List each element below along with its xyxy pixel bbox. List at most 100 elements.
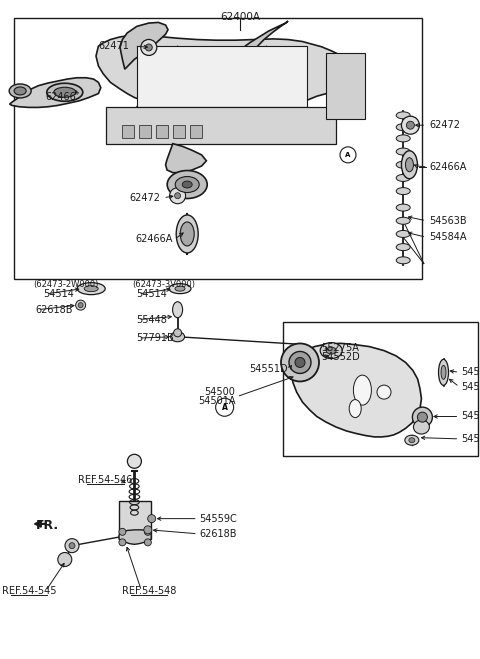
Ellipse shape xyxy=(377,385,391,399)
Text: 54501A: 54501A xyxy=(198,396,235,407)
Text: REF.54-548: REF.54-548 xyxy=(121,586,176,596)
Bar xyxy=(156,125,168,138)
Ellipse shape xyxy=(412,407,432,427)
Text: 54552D: 54552D xyxy=(322,352,360,362)
Ellipse shape xyxy=(77,283,105,295)
Text: 55448: 55448 xyxy=(136,314,167,325)
Circle shape xyxy=(119,529,126,535)
Ellipse shape xyxy=(9,84,31,98)
Text: FR.: FR. xyxy=(36,519,59,532)
Ellipse shape xyxy=(401,151,418,179)
Circle shape xyxy=(144,539,151,546)
Text: 54530C: 54530C xyxy=(461,411,480,422)
Ellipse shape xyxy=(413,420,430,434)
Ellipse shape xyxy=(409,438,415,443)
Bar xyxy=(283,322,478,456)
Text: 54559C: 54559C xyxy=(199,513,237,524)
Ellipse shape xyxy=(396,124,410,130)
Ellipse shape xyxy=(289,351,311,374)
Text: 62472: 62472 xyxy=(430,120,461,130)
Circle shape xyxy=(216,398,234,416)
Text: 54553A: 54553A xyxy=(461,367,480,378)
Polygon shape xyxy=(120,22,168,69)
Text: 54563B: 54563B xyxy=(430,215,467,226)
Text: REF.54-545: REF.54-545 xyxy=(1,586,56,596)
Ellipse shape xyxy=(76,300,85,310)
Ellipse shape xyxy=(401,116,420,134)
Text: 54551D: 54551D xyxy=(250,364,288,374)
Text: A: A xyxy=(345,152,351,158)
Text: 55275A: 55275A xyxy=(322,343,360,353)
Ellipse shape xyxy=(169,283,191,294)
Ellipse shape xyxy=(326,347,336,354)
Polygon shape xyxy=(96,35,358,108)
Ellipse shape xyxy=(175,286,185,291)
Text: 62472: 62472 xyxy=(130,192,161,203)
Ellipse shape xyxy=(396,161,410,168)
Ellipse shape xyxy=(349,399,361,418)
Ellipse shape xyxy=(441,365,446,380)
Text: 57791B: 57791B xyxy=(136,333,174,343)
Ellipse shape xyxy=(396,135,410,142)
Text: 62618B: 62618B xyxy=(199,529,237,539)
Text: 54514: 54514 xyxy=(43,289,74,299)
Ellipse shape xyxy=(295,357,305,368)
Ellipse shape xyxy=(396,217,410,224)
Ellipse shape xyxy=(396,257,410,264)
Bar xyxy=(106,107,336,144)
Ellipse shape xyxy=(174,329,181,337)
Circle shape xyxy=(144,529,151,535)
Circle shape xyxy=(65,538,79,553)
Ellipse shape xyxy=(176,215,198,253)
Bar xyxy=(122,125,134,138)
Ellipse shape xyxy=(180,222,194,246)
Text: 62400A: 62400A xyxy=(220,12,260,22)
Text: 54519B: 54519B xyxy=(461,382,480,392)
Circle shape xyxy=(119,539,126,546)
Circle shape xyxy=(340,147,356,163)
Ellipse shape xyxy=(396,231,410,237)
Text: 62471: 62471 xyxy=(99,41,130,51)
Ellipse shape xyxy=(14,87,26,95)
Text: (62473-2W000): (62473-2W000) xyxy=(34,280,99,289)
Circle shape xyxy=(144,526,152,534)
Bar xyxy=(137,46,307,107)
Ellipse shape xyxy=(281,343,319,382)
Bar xyxy=(119,501,151,539)
Circle shape xyxy=(148,515,156,523)
Ellipse shape xyxy=(320,343,342,358)
Ellipse shape xyxy=(406,158,413,172)
Ellipse shape xyxy=(418,412,427,422)
Ellipse shape xyxy=(439,359,448,386)
Ellipse shape xyxy=(170,331,185,342)
Text: 54514: 54514 xyxy=(136,289,167,299)
Text: A: A xyxy=(222,403,228,412)
Ellipse shape xyxy=(353,375,372,405)
Bar xyxy=(190,125,202,138)
Ellipse shape xyxy=(396,204,410,211)
Ellipse shape xyxy=(175,177,199,192)
Polygon shape xyxy=(292,343,421,437)
Ellipse shape xyxy=(54,87,76,98)
Text: 62466: 62466 xyxy=(45,92,76,102)
Polygon shape xyxy=(10,78,101,107)
Circle shape xyxy=(58,552,72,567)
Text: 54500: 54500 xyxy=(204,387,235,397)
Bar xyxy=(326,53,365,119)
Text: 62618B: 62618B xyxy=(35,304,72,315)
Text: 62466A: 62466A xyxy=(135,234,173,244)
Ellipse shape xyxy=(407,121,414,129)
Ellipse shape xyxy=(396,112,410,119)
Text: 62466A: 62466A xyxy=(430,161,467,172)
Ellipse shape xyxy=(405,435,419,445)
Bar xyxy=(173,125,185,138)
Polygon shape xyxy=(230,21,288,69)
Text: 54559B: 54559B xyxy=(461,434,480,444)
Ellipse shape xyxy=(175,192,180,199)
Ellipse shape xyxy=(169,188,186,204)
Ellipse shape xyxy=(173,302,182,318)
Text: 54584A: 54584A xyxy=(430,232,467,243)
Ellipse shape xyxy=(396,175,410,181)
Ellipse shape xyxy=(396,148,410,155)
Ellipse shape xyxy=(127,454,142,469)
